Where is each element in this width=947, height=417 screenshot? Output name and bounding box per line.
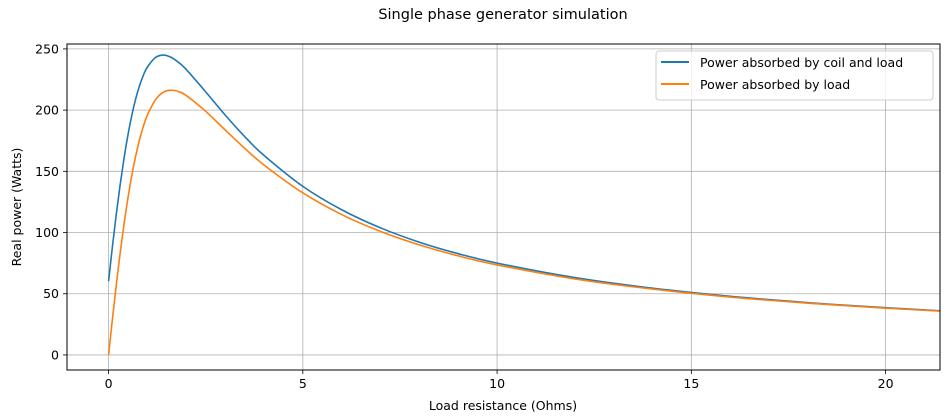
y-tick-label: 200	[35, 103, 59, 118]
legend: Power absorbed by coil and load Power ab…	[655, 50, 934, 101]
x-tick-label: 10	[489, 376, 505, 391]
y-tick-label: 100	[35, 225, 59, 240]
grid	[67, 44, 940, 370]
x-axis-ticks: 0 5 10 15 20	[105, 370, 894, 391]
series-line-load	[107, 89, 941, 356]
y-axis-ticks: 0 50 100 150 200 250	[35, 41, 67, 362]
x-tick-label: 20	[878, 376, 894, 391]
legend-label-coil-and-load: Power absorbed by coil and load	[700, 55, 903, 70]
x-tick-label: 15	[683, 376, 699, 391]
y-tick-label: 250	[35, 41, 59, 56]
y-tick-label: 150	[35, 164, 59, 179]
x-axis-label: Load resistance (Ohms)	[429, 398, 577, 413]
chart-title: Single phase generator simulation	[378, 7, 627, 23]
series-line-coil-and-load	[107, 54, 941, 312]
plot-frame	[66, 43, 941, 371]
y-tick-label: 0	[51, 347, 59, 362]
legend-label-load: Power absorbed by load	[700, 77, 850, 92]
legend-box	[655, 50, 934, 101]
x-tick-label: 5	[299, 376, 307, 391]
x-tick-label: 0	[105, 376, 113, 391]
y-axis-label: Real power (Watts)	[9, 148, 24, 267]
y-tick-label: 50	[43, 286, 59, 301]
series-lines	[107, 54, 941, 356]
